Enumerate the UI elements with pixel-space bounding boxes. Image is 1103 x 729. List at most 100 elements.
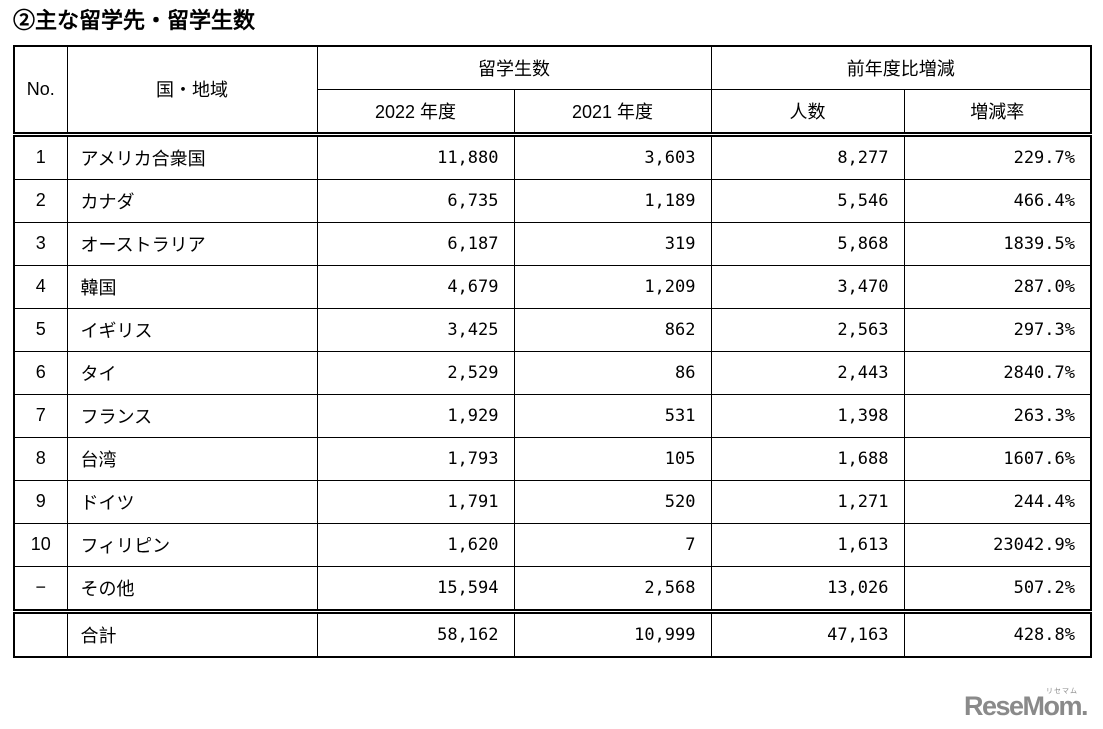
cell-diff: 1,613: [710, 522, 905, 567]
table-row-others: − その他 15,594 2,568 13,026 507.2%: [13, 565, 1092, 612]
col-header-diff: 人数: [710, 88, 905, 137]
header-row-sub: 2022 年度 2021 年度 人数 増減率: [14, 88, 1092, 137]
cell-diff: 1,688: [710, 436, 905, 481]
cell-2021: 1,209: [513, 264, 712, 309]
cell-2022: 58,162: [316, 608, 515, 658]
table-body: 1 アメリカ合衆国 11,880 3,603 8,277 229.7% 2 カナ…: [13, 133, 1092, 658]
table-row: 4 韓国 4,679 1,209 3,470 287.0%: [13, 264, 1092, 309]
cell-country: アメリカ合衆国: [66, 133, 318, 180]
cell-no: 4: [13, 264, 68, 309]
cell-country: 韓国: [66, 264, 318, 309]
col-group-students: 留学生数: [316, 45, 712, 90]
cell-rate: 466.4%: [903, 178, 1092, 223]
cell-no: −: [13, 565, 68, 612]
cell-diff: 13,026: [710, 565, 905, 612]
page: ②主な留学先・留学生数 No. 国・地域 留学生数 前年度比増減 2022 年度…: [0, 7, 1103, 720]
cell-2021: 3,603: [513, 133, 712, 180]
study-abroad-table: No. 国・地域 留学生数 前年度比増減 2022 年度 2021 年度 人数 …: [13, 44, 1092, 658]
cell-no: 10: [13, 522, 68, 567]
cell-diff: 1,398: [710, 393, 905, 438]
cell-country: タイ: [66, 350, 318, 395]
cell-diff: 5,868: [710, 221, 905, 266]
table-row: 8 台湾 1,793 105 1,688 1607.6%: [13, 436, 1092, 481]
cell-no: 8: [13, 436, 68, 481]
cell-diff: 8,277: [710, 133, 905, 180]
cell-no: 5: [13, 307, 68, 352]
cell-country: 合計: [66, 608, 318, 658]
cell-no: 1: [13, 133, 68, 180]
cell-rate: 287.0%: [903, 264, 1092, 309]
col-header-2021: 2021 年度: [513, 88, 712, 137]
cell-2022: 4,679: [316, 264, 515, 309]
resemom-logo-text: ReseMom.: [963, 691, 1089, 721]
cell-rate: 297.3%: [903, 307, 1092, 352]
cell-2022: 2,529: [316, 350, 515, 395]
cell-rate: 23042.9%: [903, 522, 1092, 567]
cell-rate: 1607.6%: [903, 436, 1092, 481]
cell-2021: 531: [513, 393, 712, 438]
cell-diff: 1,271: [710, 479, 905, 524]
cell-rate: 507.2%: [903, 565, 1092, 612]
cell-country: ドイツ: [66, 479, 318, 524]
cell-rate: 2840.7%: [903, 350, 1092, 395]
resemom-logo-kana: リセマム: [1046, 688, 1078, 695]
table-row: 6 タイ 2,529 86 2,443 2840.7%: [13, 350, 1092, 395]
cell-no: 7: [13, 393, 68, 438]
cell-diff: 2,563: [710, 307, 905, 352]
cell-no: [13, 608, 68, 658]
cell-country: フランス: [66, 393, 318, 438]
page-title: ②主な留学先・留学生数: [13, 8, 256, 33]
cell-2022: 6,187: [316, 221, 515, 266]
cell-no: 9: [13, 479, 68, 524]
cell-country: オーストラリア: [66, 221, 318, 266]
cell-2021: 105: [513, 436, 712, 481]
table-row: 2 カナダ 6,735 1,189 5,546 466.4%: [13, 178, 1092, 223]
table-row: 5 イギリス 3,425 862 2,563 297.3%: [13, 307, 1092, 352]
table-header: No. 国・地域 留学生数 前年度比増減 2022 年度 2021 年度 人数 …: [13, 45, 1092, 137]
cell-2022: 3,425: [316, 307, 515, 352]
cell-2022: 1,620: [316, 522, 515, 567]
cell-no: 3: [13, 221, 68, 266]
cell-2021: 7: [513, 522, 712, 567]
col-header-2022: 2022 年度: [316, 88, 515, 137]
table-row: 9 ドイツ 1,791 520 1,271 244.4%: [13, 479, 1092, 524]
table-row: 1 アメリカ合衆国 11,880 3,603 8,277 229.7%: [13, 133, 1092, 180]
header-row-groups: No. 国・地域 留学生数 前年度比増減: [13, 45, 1092, 137]
cell-diff: 47,163: [710, 608, 905, 658]
cell-2021: 10,999: [513, 608, 712, 658]
cell-diff: 5,546: [710, 178, 905, 223]
table-row: 10 フィリピン 1,620 7 1,613 23042.9%: [13, 522, 1092, 567]
cell-2022: 1,791: [316, 479, 515, 524]
cell-2022: 1,793: [316, 436, 515, 481]
cell-country: フィリピン: [66, 522, 318, 567]
cell-country: 台湾: [66, 436, 318, 481]
cell-2021: 2,568: [513, 565, 712, 612]
cell-no: 6: [13, 350, 68, 395]
cell-2022: 11,880: [316, 133, 515, 180]
cell-2021: 520: [513, 479, 712, 524]
cell-rate: 1839.5%: [903, 221, 1092, 266]
cell-2022: 15,594: [316, 565, 515, 612]
table-row-total: 合計 58,162 10,999 47,163 428.8%: [13, 608, 1092, 658]
cell-diff: 2,443: [710, 350, 905, 395]
cell-rate: 263.3%: [903, 393, 1092, 438]
cell-2021: 86: [513, 350, 712, 395]
col-header-country: 国・地域: [66, 45, 318, 137]
col-group-yoy: 前年度比増減: [710, 45, 1092, 90]
resemom-logo: リセマム ReseMom.: [963, 688, 1089, 721]
col-header-no: No.: [13, 45, 68, 137]
cell-rate: 428.8%: [903, 608, 1092, 658]
cell-country: イギリス: [66, 307, 318, 352]
cell-no: 2: [13, 178, 68, 223]
cell-diff: 3,470: [710, 264, 905, 309]
cell-2022: 6,735: [316, 178, 515, 223]
cell-rate: 229.7%: [903, 133, 1092, 180]
table-row: 7 フランス 1,929 531 1,398 263.3%: [13, 393, 1092, 438]
cell-2022: 1,929: [316, 393, 515, 438]
col-header-rate: 増減率: [903, 88, 1092, 137]
cell-2021: 319: [513, 221, 712, 266]
cell-2021: 1,189: [513, 178, 712, 223]
table-row: 3 オーストラリア 6,187 319 5,868 1839.5%: [13, 221, 1092, 266]
cell-2021: 862: [513, 307, 712, 352]
cell-country: カナダ: [66, 178, 318, 223]
